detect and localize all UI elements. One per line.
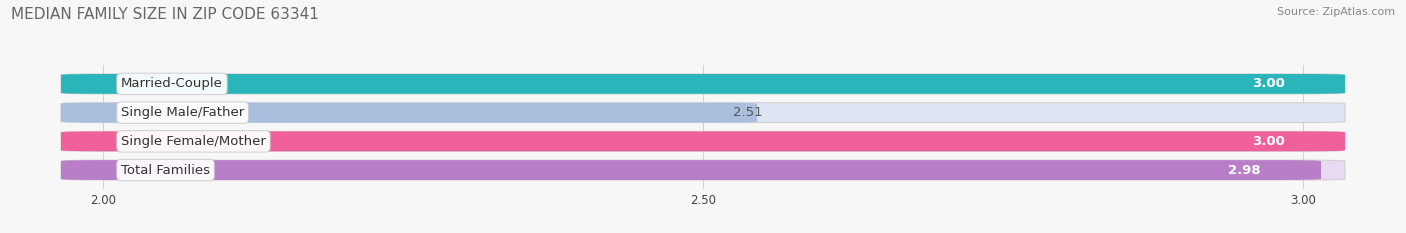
FancyBboxPatch shape	[60, 74, 1346, 94]
Text: 3.00: 3.00	[1253, 77, 1285, 90]
Text: Total Families: Total Families	[121, 164, 209, 177]
FancyBboxPatch shape	[60, 74, 1346, 94]
Text: MEDIAN FAMILY SIZE IN ZIP CODE 63341: MEDIAN FAMILY SIZE IN ZIP CODE 63341	[11, 7, 319, 22]
FancyBboxPatch shape	[60, 160, 1346, 180]
Text: Single Male/Father: Single Male/Father	[121, 106, 245, 119]
FancyBboxPatch shape	[60, 131, 1346, 151]
Text: 2.98: 2.98	[1229, 164, 1261, 177]
FancyBboxPatch shape	[60, 103, 1346, 123]
Text: Source: ZipAtlas.com: Source: ZipAtlas.com	[1277, 7, 1395, 17]
FancyBboxPatch shape	[60, 160, 1322, 180]
Text: Single Female/Mother: Single Female/Mother	[121, 135, 266, 148]
Text: 2.51: 2.51	[733, 106, 762, 119]
FancyBboxPatch shape	[60, 131, 1346, 151]
Text: Married-Couple: Married-Couple	[121, 77, 224, 90]
FancyBboxPatch shape	[60, 103, 756, 123]
Text: 3.00: 3.00	[1253, 135, 1285, 148]
